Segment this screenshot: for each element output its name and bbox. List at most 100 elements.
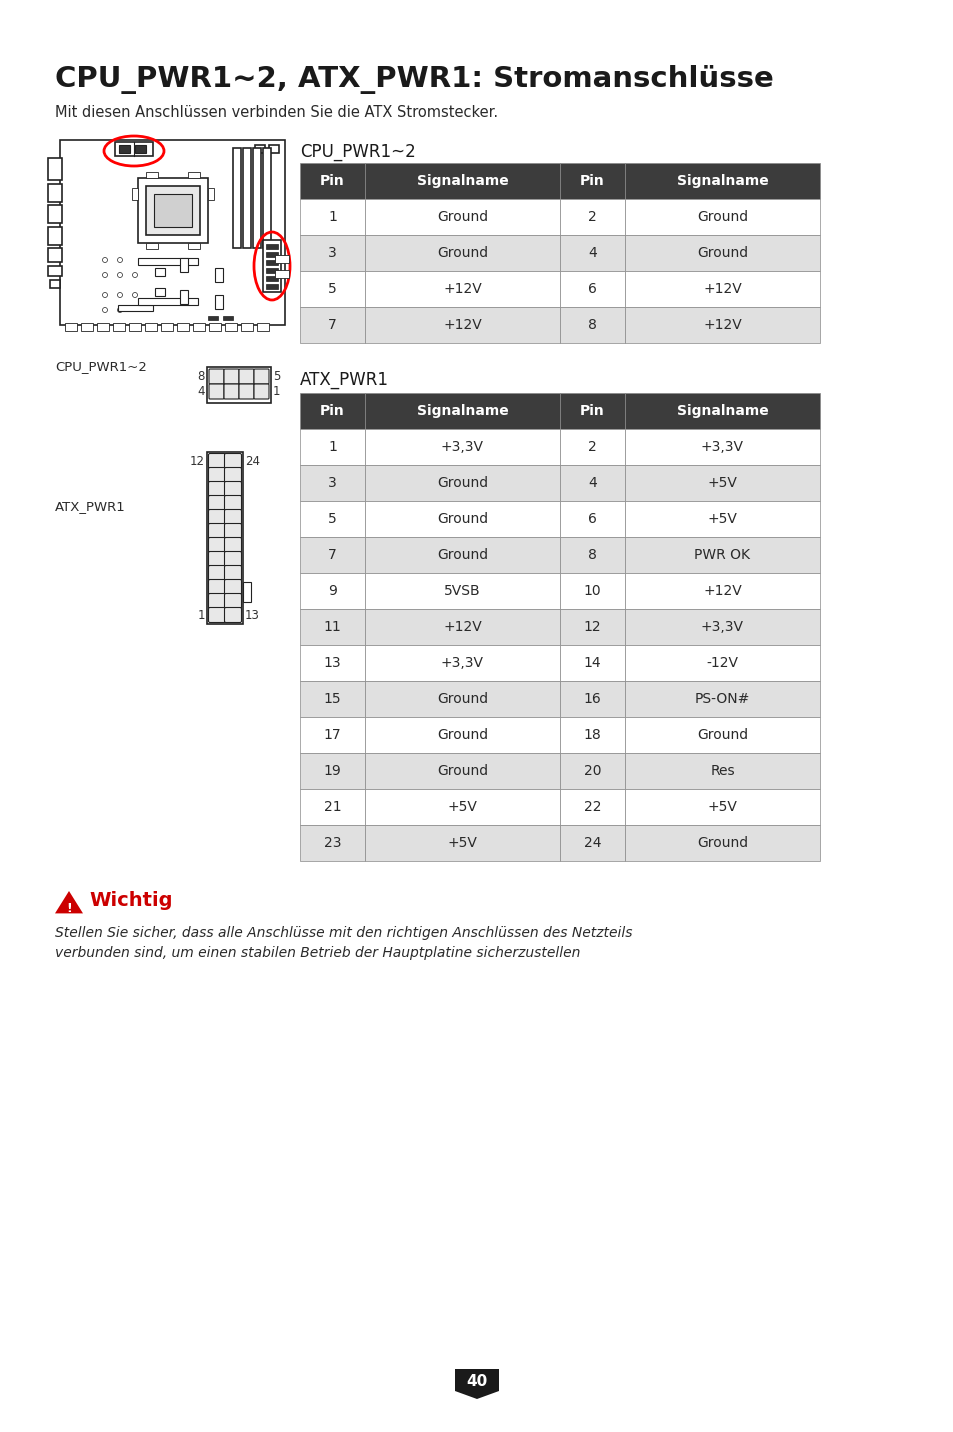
Circle shape: [102, 258, 108, 262]
FancyBboxPatch shape: [209, 495, 225, 510]
Bar: [365, 465, 559, 501]
Text: !: !: [66, 902, 71, 915]
Bar: [299, 609, 365, 644]
Text: +3,3V: +3,3V: [700, 440, 743, 454]
Bar: [299, 430, 365, 465]
Bar: [559, 682, 624, 717]
Bar: [138, 178, 208, 243]
Text: 8: 8: [587, 548, 597, 561]
Bar: [266, 243, 277, 249]
Polygon shape: [455, 1369, 498, 1399]
Bar: [559, 430, 624, 465]
Bar: [299, 717, 365, 753]
Bar: [274, 255, 289, 263]
Bar: [97, 324, 109, 331]
Bar: [365, 235, 559, 271]
Bar: [208, 316, 218, 319]
Text: Ground: Ground: [697, 211, 747, 223]
FancyBboxPatch shape: [209, 593, 225, 609]
FancyBboxPatch shape: [209, 510, 225, 524]
Bar: [365, 753, 559, 789]
Text: 1: 1: [273, 385, 280, 398]
FancyBboxPatch shape: [253, 369, 269, 384]
Text: +3,3V: +3,3V: [700, 620, 743, 634]
Text: +12V: +12V: [702, 282, 741, 296]
Text: 2: 2: [587, 440, 597, 454]
Bar: [299, 235, 365, 271]
Bar: [81, 324, 92, 331]
FancyBboxPatch shape: [224, 481, 241, 497]
Text: Ground: Ground: [436, 246, 488, 261]
Bar: [365, 789, 559, 825]
Text: 16: 16: [583, 692, 600, 706]
FancyBboxPatch shape: [224, 454, 241, 468]
Bar: [299, 789, 365, 825]
Bar: [559, 717, 624, 753]
Bar: [559, 392, 624, 430]
Text: +5V: +5V: [707, 800, 737, 813]
Bar: [365, 537, 559, 573]
Text: 18: 18: [583, 727, 600, 742]
Text: 14: 14: [583, 656, 600, 670]
Circle shape: [117, 272, 122, 278]
FancyBboxPatch shape: [239, 369, 253, 384]
Bar: [263, 241, 281, 292]
Bar: [559, 753, 624, 789]
Bar: [154, 268, 165, 276]
Bar: [559, 825, 624, 861]
Bar: [624, 537, 820, 573]
Bar: [624, 644, 820, 682]
Bar: [624, 501, 820, 537]
Bar: [269, 145, 278, 153]
Text: 5: 5: [273, 369, 280, 382]
Text: Ground: Ground: [436, 727, 488, 742]
Circle shape: [117, 292, 122, 298]
Text: 11: 11: [323, 620, 341, 634]
FancyBboxPatch shape: [239, 384, 253, 400]
Bar: [299, 465, 365, 501]
Text: +5V: +5V: [707, 475, 737, 490]
Text: Signalname: Signalname: [416, 404, 508, 418]
Text: CPU_PWR1~2, ATX_PWR1: Stromanschlüsse: CPU_PWR1~2, ATX_PWR1: Stromanschlüsse: [55, 64, 773, 95]
Bar: [214, 268, 223, 282]
Text: Mit diesen Anschlüssen verbinden Sie die ATX Stromstecker.: Mit diesen Anschlüssen verbinden Sie die…: [55, 105, 497, 120]
Text: 12: 12: [190, 455, 205, 468]
Text: Pin: Pin: [320, 175, 345, 188]
Bar: [253, 147, 261, 248]
FancyBboxPatch shape: [224, 510, 241, 524]
Text: Signalname: Signalname: [416, 175, 508, 188]
Bar: [188, 243, 200, 249]
FancyBboxPatch shape: [209, 607, 225, 623]
Bar: [135, 145, 146, 153]
Bar: [207, 367, 271, 402]
FancyBboxPatch shape: [209, 551, 225, 567]
Bar: [624, 573, 820, 609]
Text: 22: 22: [583, 800, 600, 813]
Bar: [254, 145, 265, 153]
Text: 17: 17: [323, 727, 341, 742]
Text: Ground: Ground: [697, 246, 747, 261]
Bar: [299, 825, 365, 861]
Text: Stellen Sie sicher, dass alle Anschlüsse mit den richtigen Anschlüssen des Netzt: Stellen Sie sicher, dass alle Anschlüsse…: [55, 927, 632, 959]
FancyBboxPatch shape: [224, 607, 241, 623]
Bar: [223, 316, 233, 319]
FancyBboxPatch shape: [224, 580, 241, 594]
Bar: [559, 789, 624, 825]
Bar: [624, 825, 820, 861]
FancyBboxPatch shape: [209, 524, 225, 538]
Text: 24: 24: [245, 455, 260, 468]
Text: Pin: Pin: [579, 175, 604, 188]
Bar: [365, 501, 559, 537]
Bar: [256, 324, 269, 331]
Bar: [624, 235, 820, 271]
Bar: [365, 392, 559, 430]
Bar: [299, 163, 365, 199]
Bar: [624, 682, 820, 717]
Text: 7: 7: [328, 548, 336, 561]
Bar: [161, 324, 172, 331]
Text: 8: 8: [197, 369, 205, 382]
Bar: [153, 193, 192, 228]
Text: 1: 1: [328, 211, 336, 223]
Text: 2: 2: [587, 211, 597, 223]
Circle shape: [132, 292, 137, 298]
